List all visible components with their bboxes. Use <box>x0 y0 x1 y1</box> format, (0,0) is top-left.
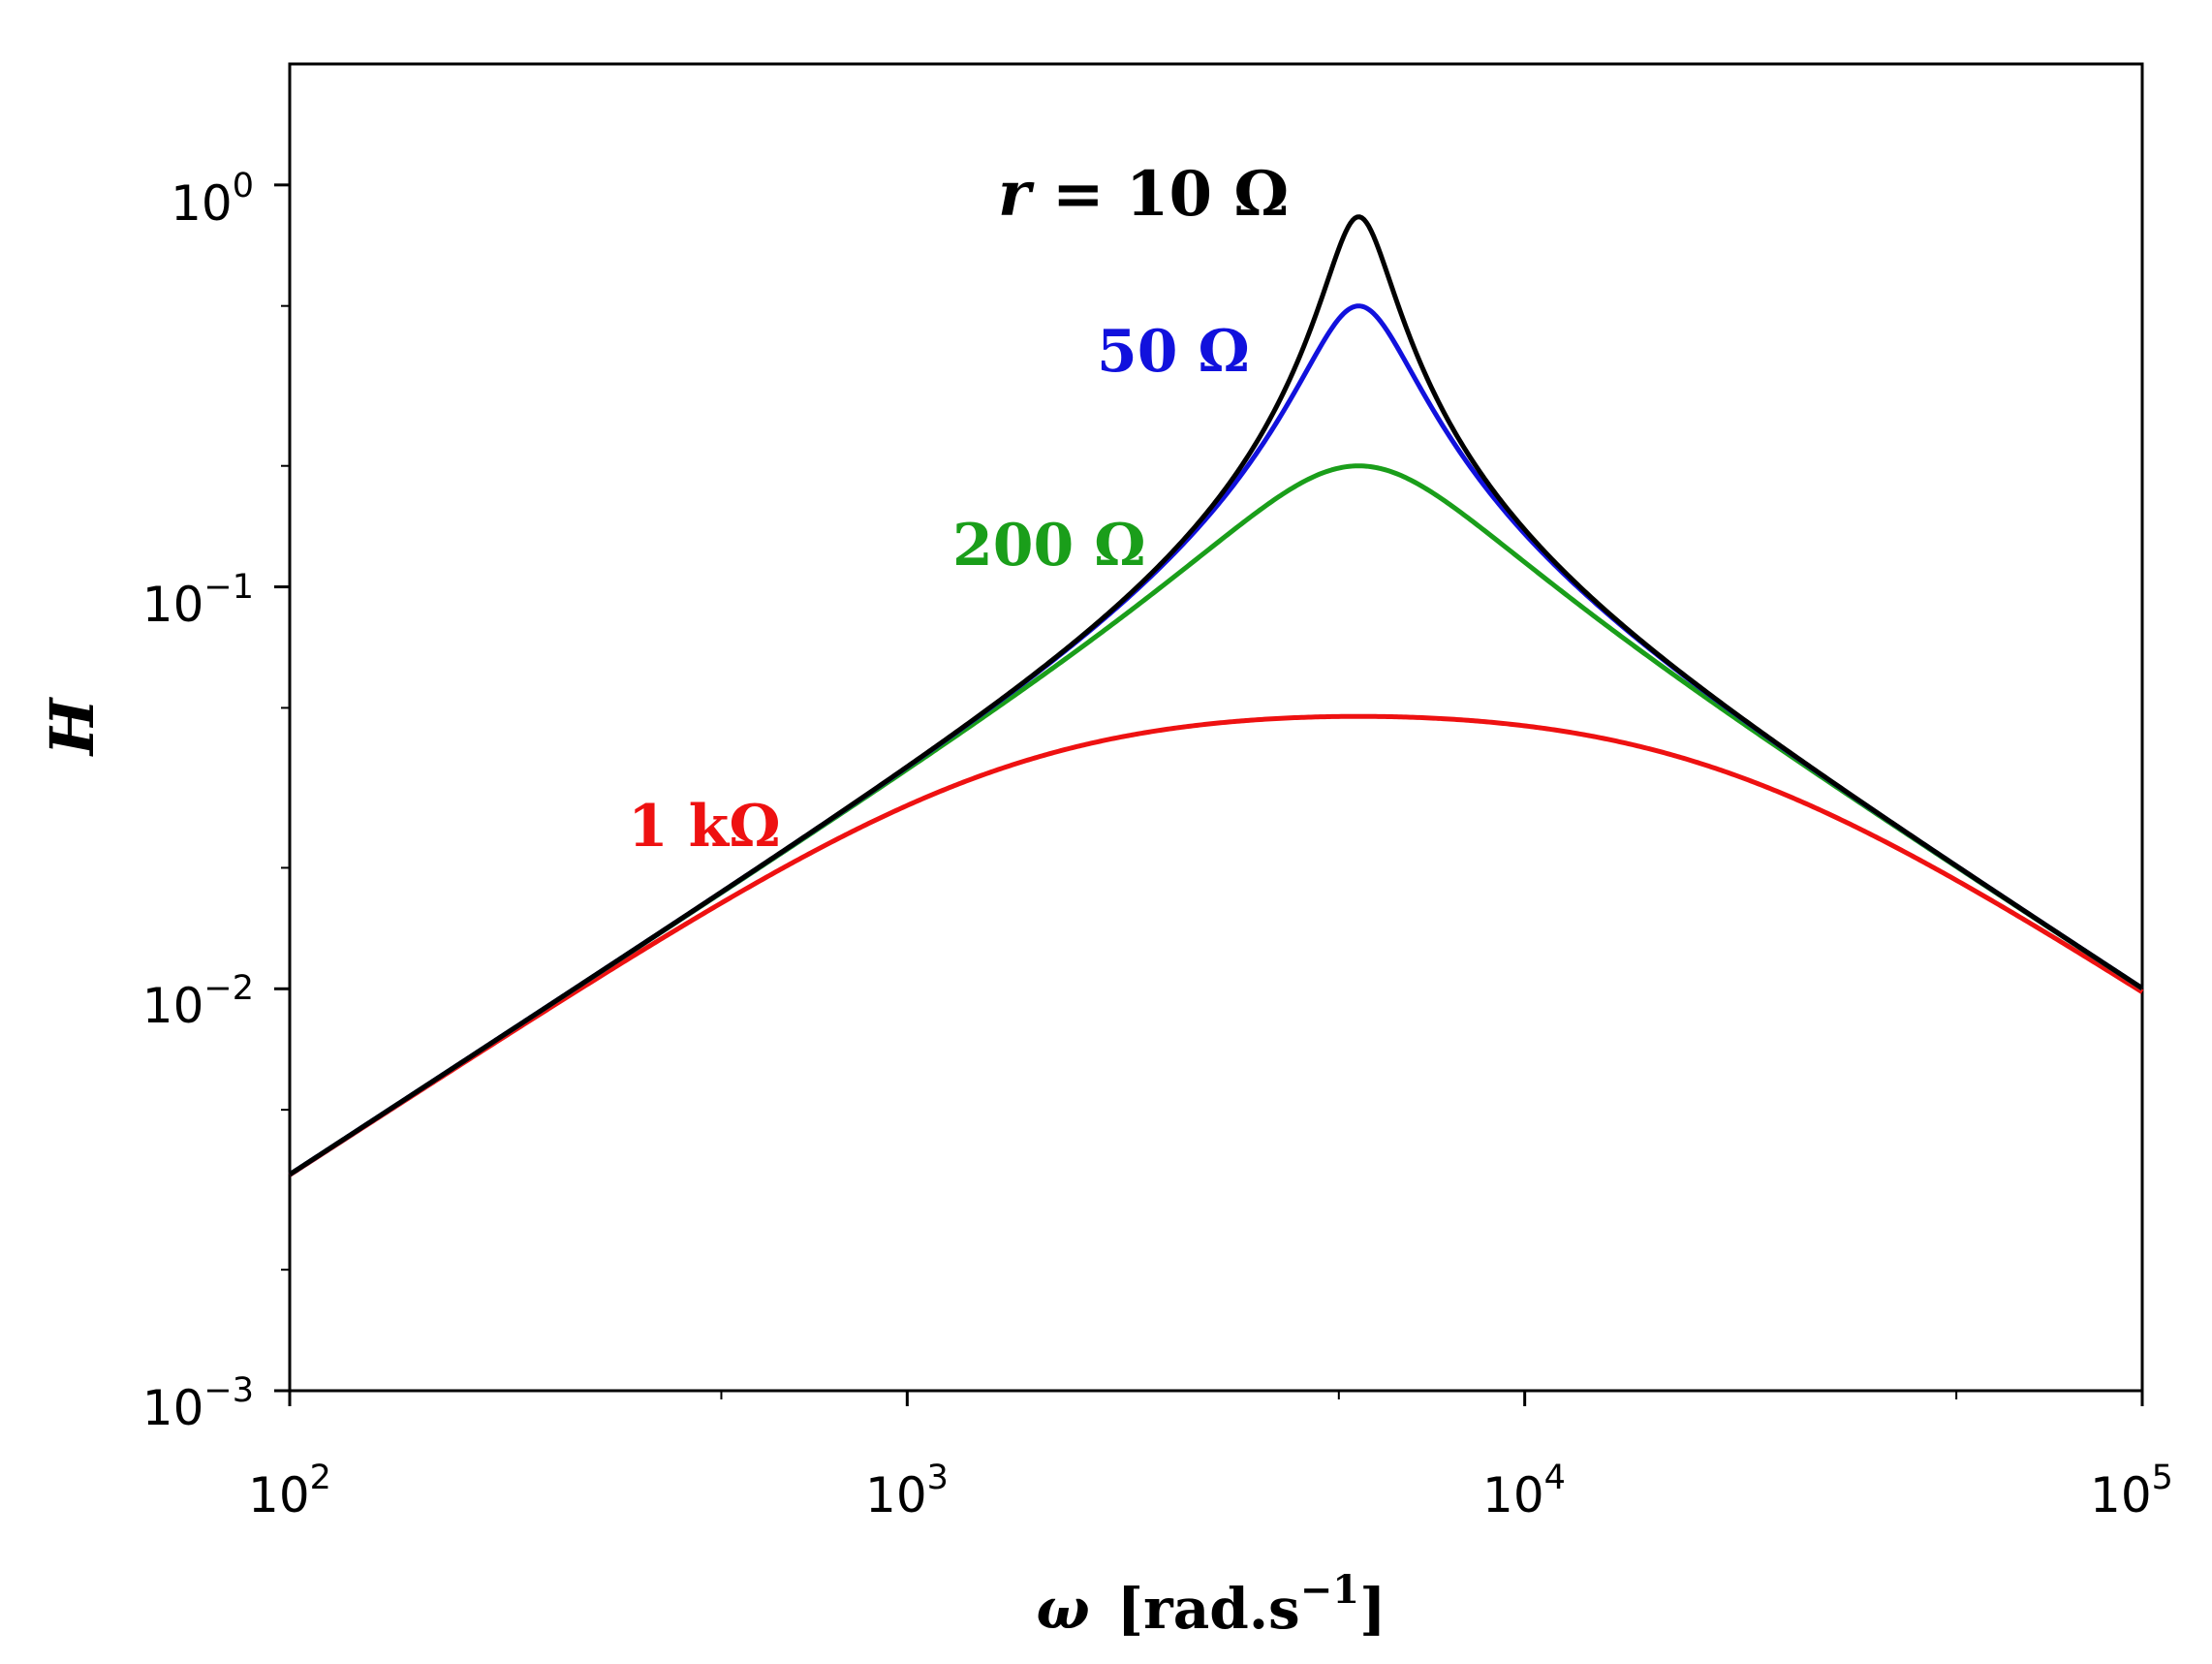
annotation-r200: 200 Ω <box>952 512 1146 580</box>
annotation-r1k: 1 kΩ <box>628 793 781 861</box>
x-tick-label: 102 <box>248 1459 331 1523</box>
x-tick-label: 104 <box>1482 1459 1566 1523</box>
curves-layer <box>288 214 2144 1177</box>
annotation-r10: r = 10 Ω <box>998 158 1289 231</box>
series-line-50 <box>288 303 2144 1177</box>
annotation-r50: 50 Ω <box>1097 318 1250 386</box>
y-tick-label: 10−2 <box>142 969 254 1034</box>
plot-area-frame <box>288 62 2144 1393</box>
y-axis-title: H <box>37 696 108 757</box>
y-tick-label: 10−3 <box>142 1371 254 1436</box>
series-line-10 <box>288 214 2144 1177</box>
y-tick-label: 10−1 <box>142 568 254 633</box>
x-tick-label: 103 <box>865 1459 949 1523</box>
y-tick-labels: 10−3 10−2 10−1 100 <box>142 167 254 1436</box>
series-line-1000 <box>288 713 2144 1177</box>
series-line-200 <box>288 463 2144 1177</box>
x-tick-labels: 102 103 104 105 <box>248 1459 2173 1523</box>
ticks-layer <box>274 183 2144 1406</box>
y-tick-label: 100 <box>171 167 254 232</box>
x-tick-label: 105 <box>2090 1459 2173 1523</box>
x-axis-title: ω [rad.s−1] <box>1036 1567 1386 1642</box>
